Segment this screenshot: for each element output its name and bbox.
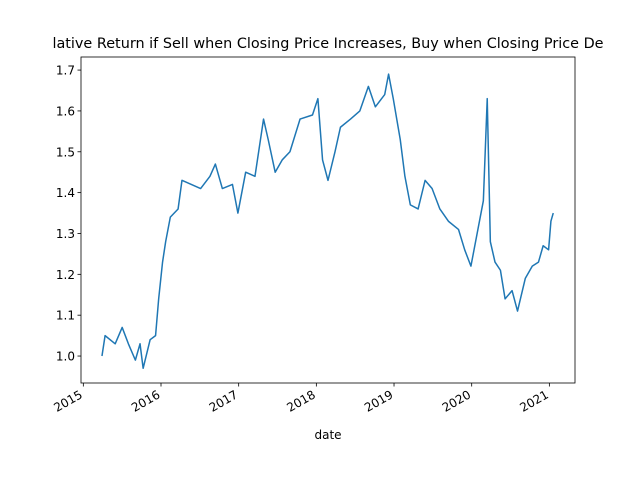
x-tick-label: 2018	[284, 387, 317, 414]
chart-title: lative Return if Sell when Closing Price…	[52, 36, 603, 52]
y-tick-label: 1.6	[56, 104, 75, 118]
y-tick-label: 1.2	[56, 268, 75, 282]
x-tick-label: 2020	[440, 387, 473, 414]
x-tick-label: 2019	[362, 387, 395, 414]
y-tick-label: 1.1	[56, 309, 75, 323]
x-tick-label: 2017	[207, 387, 240, 414]
y-tick-label: 1.3	[56, 227, 75, 241]
y-tick-label: 1.0	[56, 350, 75, 364]
line-series	[101, 73, 554, 370]
x-tick-label: 2021	[517, 387, 550, 414]
y-tick-label: 1.7	[56, 64, 75, 78]
x-axis-label: date	[314, 428, 341, 442]
plot-frame	[80, 56, 576, 384]
y-tick-label: 1.5	[56, 145, 75, 159]
y-tick-label: 1.4	[56, 186, 75, 200]
x-tick-label: 2016	[129, 387, 162, 414]
x-tick-label: 2015	[51, 387, 84, 414]
